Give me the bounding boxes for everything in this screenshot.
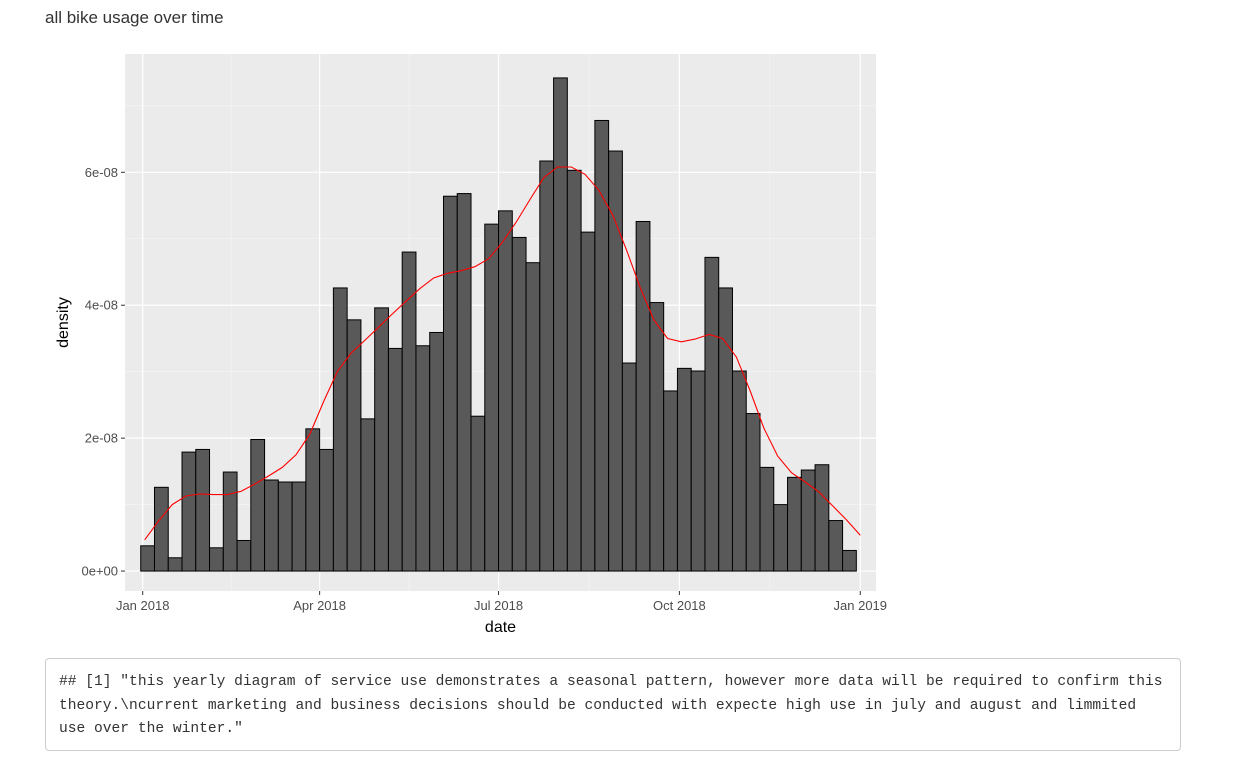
histogram-bar bbox=[842, 549, 857, 572]
y-tick-label: 4e-08 bbox=[85, 298, 118, 313]
histogram-bar bbox=[236, 539, 252, 572]
histogram-bar bbox=[277, 481, 293, 572]
histogram-bar bbox=[814, 464, 830, 572]
histogram-bar bbox=[181, 451, 197, 572]
histogram-bar bbox=[374, 307, 389, 572]
histogram-bar bbox=[539, 160, 555, 572]
histogram-bar bbox=[305, 428, 321, 572]
y-tick-label: 6e-08 bbox=[85, 165, 118, 180]
histogram-bar bbox=[566, 169, 582, 572]
histogram-bar bbox=[153, 486, 169, 572]
histogram-bar bbox=[319, 448, 334, 572]
histogram-bar bbox=[731, 370, 747, 572]
histogram-bar bbox=[140, 545, 155, 572]
histogram-bar bbox=[415, 345, 431, 572]
chart-plot-area: 0e+00 2e-08 4e-08 6e-08 Jan 2018 Apr 2018 Jul … bbox=[55, 54, 887, 636]
histogram-bar bbox=[470, 415, 486, 572]
histogram-bar bbox=[387, 347, 403, 572]
histogram-bar bbox=[759, 466, 775, 572]
y-tick-label: 2e-08 bbox=[85, 431, 118, 446]
histogram-bar bbox=[828, 520, 844, 572]
histogram-bar bbox=[635, 220, 651, 572]
histogram-bar bbox=[346, 319, 362, 572]
histogram-bar bbox=[264, 479, 279, 572]
histogram-bar bbox=[608, 150, 623, 572]
histogram-bar bbox=[332, 287, 348, 572]
histogram-bar bbox=[167, 557, 183, 572]
histogram-bar bbox=[663, 390, 678, 572]
histogram-bar bbox=[621, 362, 637, 572]
x-tick-label: Jul 2018 bbox=[474, 598, 523, 613]
histogram-bar bbox=[498, 210, 513, 572]
histogram-bar bbox=[580, 231, 596, 572]
histogram-bar bbox=[456, 193, 472, 572]
histogram-bar bbox=[745, 413, 761, 572]
histogram-bar bbox=[222, 471, 238, 572]
x-tick-label: Oct 2018 bbox=[653, 598, 706, 613]
histogram-bar bbox=[209, 547, 224, 572]
histogram-bar bbox=[195, 448, 211, 572]
x-tick-label: Jan 2019 bbox=[834, 598, 888, 613]
histogram-bar bbox=[718, 287, 733, 572]
histogram-bar bbox=[511, 236, 527, 572]
histogram-bar bbox=[484, 223, 500, 572]
console-output-text: ## [1] "this yearly diagram of service u… bbox=[59, 674, 1172, 737]
y-axis-title: density bbox=[55, 297, 72, 348]
histogram-bar bbox=[676, 367, 692, 572]
density-histogram-chart: 0e+00 2e-08 4e-08 6e-08 Jan 2018 Apr 2018 Jul … bbox=[55, 54, 887, 636]
histogram-bar bbox=[291, 481, 307, 572]
y-tick-label: 0e+00 bbox=[81, 564, 118, 579]
histogram-bar bbox=[360, 418, 376, 572]
histogram-bar bbox=[525, 262, 541, 572]
density-curve bbox=[144, 166, 861, 541]
console-output-box: ## [1] "this yearly diagram of service u… bbox=[45, 658, 1181, 751]
histogram-bar bbox=[250, 438, 266, 572]
x-tick-label: Apr 2018 bbox=[293, 598, 346, 613]
chunk-heading: all bike usage over time bbox=[45, 8, 224, 27]
histogram-bar bbox=[800, 469, 816, 572]
histogram-bar bbox=[704, 256, 720, 572]
histogram-bar bbox=[649, 302, 665, 572]
histogram-bar bbox=[773, 504, 789, 572]
histogram-bar bbox=[429, 331, 444, 572]
histogram-bar bbox=[442, 195, 458, 572]
histogram-bar bbox=[787, 476, 802, 572]
x-axis-title: date bbox=[485, 619, 516, 636]
histogram-bar bbox=[553, 77, 568, 572]
x-tick-label: Jan 2018 bbox=[116, 598, 170, 613]
histogram-bar bbox=[401, 251, 417, 572]
histogram-bar bbox=[690, 370, 706, 572]
